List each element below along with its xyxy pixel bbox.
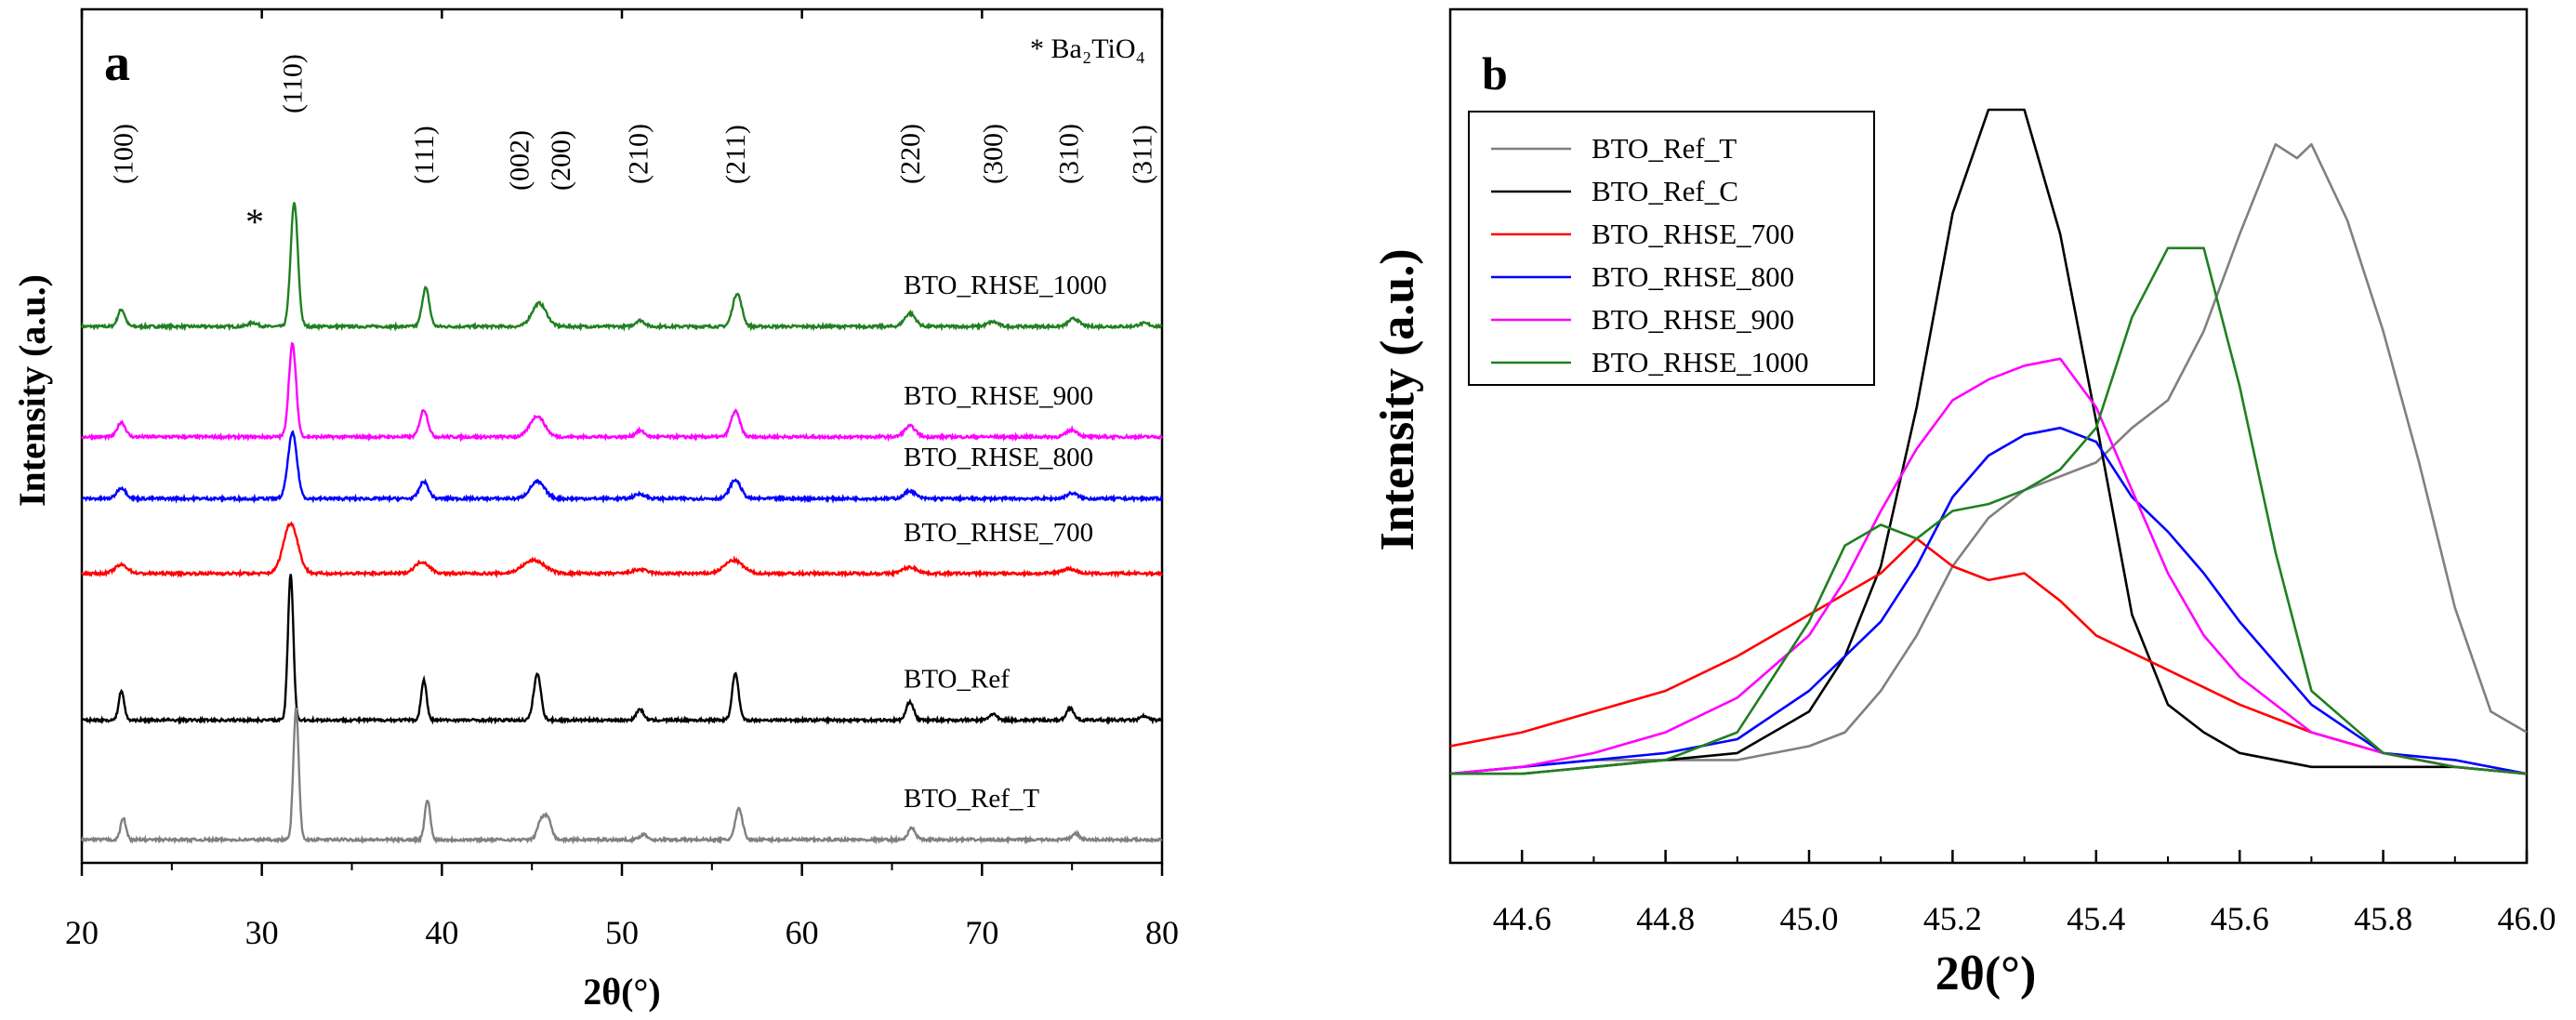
peak-label-100: (100)	[109, 124, 139, 184]
sample-label-bto-ref: BTO_Ref	[904, 665, 1010, 695]
impurity-annotation: * Ba₂TiO₄	[1030, 33, 1145, 64]
panel-a-sample-labels: BTO_RHSE_1000 BTO_RHSE_900 BTO_RHSE_800 BTO…	[904, 271, 1107, 814]
x-tick-label: 50	[605, 914, 639, 951]
panel-b-y-axis-title: Intensity (a.u.)	[1371, 248, 1424, 550]
x-tick-label: 30	[245, 914, 279, 951]
series-line-bto-rhse-700	[1449, 537, 2528, 775]
panel-b-series	[1449, 108, 2528, 775]
panel-a-series	[80, 202, 1164, 845]
x-tick-label: 60	[786, 914, 819, 951]
panel-a-label: a	[104, 34, 130, 92]
x-tick-label: 45.6	[2211, 900, 2269, 937]
panel-a-x-axis: 20 30 40 50 60 70 80	[65, 9, 1179, 951]
panel-a-y-axis-title: Intensity (a.u.)	[11, 274, 53, 507]
panel-b-label: b	[1482, 47, 1508, 99]
legend-label-bto-ref-t: BTO_Ref_T	[1592, 132, 1737, 165]
series-line-bto-rhse-800	[1449, 426, 2528, 775]
peak-label-311: (311)	[1128, 125, 1158, 184]
series-line-bto-ref-t	[1449, 142, 2528, 775]
legend-box	[1468, 111, 1875, 386]
series-line-bto-rhse-800	[81, 430, 1164, 504]
panel-a-x-axis-title: 2θ(°)	[583, 971, 661, 1013]
peak-label-310: (310)	[1053, 124, 1084, 184]
x-tick-label: 45.2	[1923, 900, 1982, 937]
series-line-bto-ref-c	[1450, 108, 2528, 775]
peak-label-111: (111)	[409, 126, 440, 184]
series-line-bto-rhse-1000	[80, 202, 1163, 332]
x-tick-label: 20	[65, 914, 99, 951]
series-line-bto-ref-t	[80, 707, 1163, 845]
panel-a: a * Ba₂TiO₄ (100) (110) (111) (002) (200) (21…	[11, 7, 1179, 1013]
series-line-bto-rhse-1000	[1450, 246, 2528, 775]
series-line-bto-rhse-900	[81, 341, 1163, 443]
peak-label-002: (002)	[505, 130, 535, 191]
sample-label-bto-ref-t: BTO_Ref_T	[904, 784, 1039, 814]
panel-b-plot-frame	[1448, 7, 2529, 865]
series-line-bto-rhse-700	[80, 521, 1163, 579]
peak-label-220: (220)	[895, 124, 926, 184]
sample-label-bto-rhse-900: BTO_RHSE_900	[904, 381, 1093, 411]
x-tick-label: 40	[425, 914, 458, 951]
panel-a-peak-labels: (100) (110) (111) (002) (200) (210) (211) (220)…	[109, 54, 1158, 243]
impurity-marker: *	[245, 201, 264, 243]
peak-label-211: (211)	[720, 125, 751, 184]
legend-label-bto-rhse-700: BTO_RHSE_700	[1592, 218, 1794, 250]
sample-label-bto-rhse-1000: BTO_RHSE_1000	[904, 271, 1107, 300]
peak-label-210: (210)	[623, 124, 654, 184]
panel-b-x-axis: 44.6 44.8 45.0 45.2 45.4 45.6 45.8 46.0	[1449, 850, 2556, 937]
x-tick-label: 80	[1145, 914, 1179, 951]
panel-b-legend: BTO_Ref_T BTO_Ref_C BTO_RHSE_700 BTO_RHSE_8…	[1468, 111, 1875, 386]
peak-label-200: (200)	[546, 130, 576, 191]
sample-label-bto-rhse-800: BTO_RHSE_800	[904, 443, 1093, 472]
sample-label-bto-rhse-700: BTO_RHSE_700	[904, 518, 1093, 548]
x-tick-label: 45.0	[1780, 900, 1839, 937]
x-tick-label: 70	[965, 914, 998, 951]
x-tick-label: 45.8	[2354, 900, 2412, 937]
x-tick-label: 45.4	[2067, 900, 2125, 937]
x-tick-label: 44.6	[1493, 900, 1552, 937]
panel-b-x-axis-title: 2θ(°)	[1935, 947, 2037, 1000]
legend-label-bto-ref-c: BTO_Ref_C	[1592, 175, 1738, 207]
peak-label-110: (110)	[278, 54, 309, 113]
legend-label-bto-rhse-1000: BTO_RHSE_1000	[1592, 346, 1809, 378]
series-line-bto-rhse-900	[1449, 357, 2528, 775]
x-tick-label: 46.0	[2498, 900, 2556, 937]
x-tick-label: 44.8	[1636, 900, 1695, 937]
legend-label-bto-rhse-800: BTO_RHSE_800	[1592, 260, 1794, 293]
legend-label-bto-rhse-900: BTO_RHSE_900	[1592, 303, 1794, 336]
peak-label-300: (300)	[978, 124, 1009, 184]
panel-b: b 44.6 44.8 45.0 45.2 45.4 45.6 45.8 46.0 BTO_R…	[1371, 7, 2556, 1000]
series-line-bto-ref	[81, 574, 1163, 725]
